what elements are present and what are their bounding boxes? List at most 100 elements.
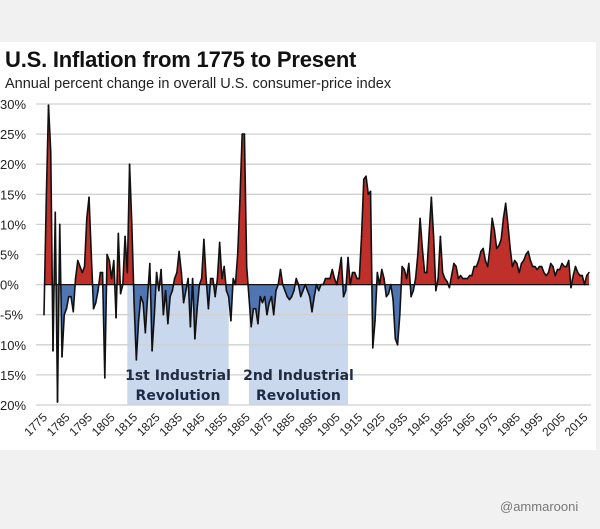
data-segment-2009 [567,259,572,289]
data-segment-1808 [115,232,120,319]
data-segment-1821 [144,295,149,334]
data-segment-1856 [223,265,228,292]
x-tick-label: 1795 [66,410,95,439]
data-segment-1966 [471,265,475,277]
data-segment-1919 [365,175,370,196]
data-segment-1952 [439,235,444,274]
data-segment-1946 [426,232,430,274]
data-segment-1879 [275,283,280,292]
data-segment-1914 [353,271,358,280]
data-segment-1886 [290,289,295,298]
data-segment-1844 [196,283,201,310]
data-segment-1923 [374,271,379,322]
data-segment-1861 [234,253,239,286]
data-segment-1816 [133,301,138,361]
data-segment-2012 [574,265,579,274]
data-segment-1843 [194,307,198,340]
data-segment-1927 [383,277,388,298]
data-segment-1868 [250,307,255,328]
x-tick-label: 1995 [517,410,546,439]
data-segment-1830 [164,289,169,325]
data-segment-2010 [570,274,575,289]
data-segment-1978 [498,238,502,247]
data-segment-1896 [313,283,318,298]
data-segment-1900 [322,277,327,286]
data-segment-1939 [410,289,415,298]
x-tick-label: 1945 [404,410,433,439]
data-segment-1921 [369,190,374,349]
data-segment-1845 [198,277,203,286]
y-tick-label: 10% [0,338,26,353]
data-segment-1941 [414,253,419,280]
y-tick-label: 20% [0,157,26,172]
data-segment-1782 [56,223,61,403]
data-segment-1786 [65,295,70,310]
data-segment-1842 [191,277,196,340]
data-segment-1796 [88,196,93,256]
annotation-label: 1st Industrial [125,368,231,384]
data-segment-1926 [381,268,385,280]
data-segment-1890 [299,289,304,298]
data-segment-1794 [83,217,88,268]
data-segment-1959 [455,265,460,280]
data-segment-1804 [106,253,111,262]
y-tick-label: 15% [0,368,26,383]
data-segment-1832 [169,289,174,298]
data-segment-1810 [119,283,124,295]
data-segment-1968 [475,259,480,268]
data-segment-1778 [47,104,52,153]
data-segment-1893 [306,289,311,298]
data-segment-1943 [419,217,424,250]
data-segment-1834 [173,271,178,280]
data-segment-1979 [500,217,505,241]
data-segment-1973 [486,247,491,268]
data-segment-1793 [81,265,86,274]
y-tick-label: 0% [0,278,19,293]
data-segment-1791 [76,259,81,268]
data-segment-1992 [529,259,534,268]
x-tick-label: 1815 [111,410,140,439]
data-segment-1908 [340,256,345,298]
data-segment-1862 [236,199,241,256]
data-segment-1854 [218,241,223,280]
data-segment-1875 [266,301,271,316]
data-segment-2002 [552,265,557,277]
data-segment-1871 [257,295,261,325]
data-segment-1831 [167,295,171,325]
y-tick-label: 10% [0,217,26,232]
data-segment-1931 [392,298,397,340]
chart-title: U.S. Inflation from 1775 to Present [5,47,357,72]
x-tick-label: 1965 [449,410,478,439]
data-segment-1938 [408,262,412,298]
data-segment-1987 [518,262,523,274]
data-segment-1809 [117,232,122,295]
data-segment-1785 [63,307,68,316]
data-segment-1824 [151,313,156,352]
data-segment-1951 [437,235,442,280]
y-tick-label: -5% [0,308,24,323]
data-segment-1930 [390,283,394,301]
data-segment-1889 [297,283,302,298]
x-tick-label: 1865 [224,410,253,439]
data-segment-2017 [585,271,590,277]
data-segment-1825 [153,271,158,316]
data-segment-1982 [507,223,511,250]
data-segment-1784 [61,313,66,358]
x-tick-label: 1955 [427,410,456,439]
watermark: @ammarooni [500,499,579,514]
data-segment-1797 [90,253,95,310]
data-segment-1777 [45,104,50,202]
data-segment-1957 [450,262,455,277]
data-segment-2011 [572,265,577,277]
x-tick-label: 1775 [21,410,50,439]
data-segment-1803 [104,253,108,379]
data-segment-2016 [583,274,588,286]
data-segment-1895 [311,295,316,313]
x-tick-label: 1915 [337,410,366,439]
data-segment-1865 [243,133,248,268]
data-segment-1991 [527,250,532,262]
chart-subtitle: Annual percent change in overall U.S. co… [5,76,392,92]
data-segment-1956 [448,274,453,289]
data-segment-1888 [295,277,300,286]
